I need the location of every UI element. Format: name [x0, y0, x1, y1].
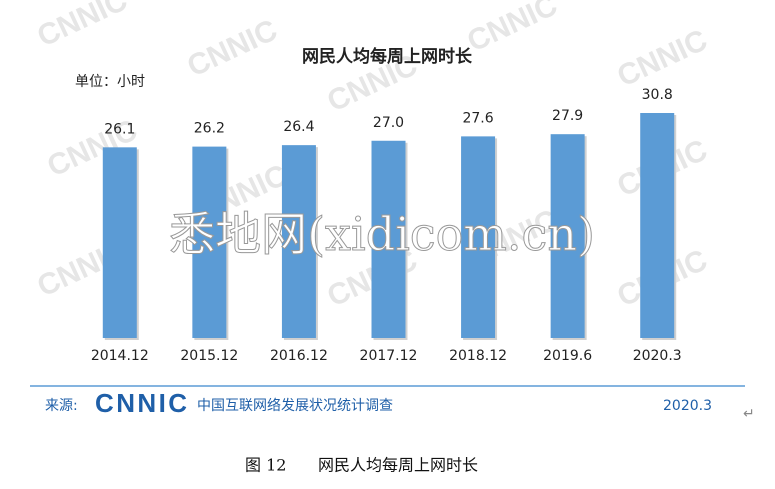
value-label: 27.9 — [552, 108, 583, 124]
bar — [281, 145, 316, 338]
x-tick-label: 2020.3 — [633, 348, 682, 364]
bar — [640, 113, 675, 338]
watermark: 悉地网(xidicom.cn) — [169, 207, 595, 261]
watermark-tile: CNNIC — [182, 13, 282, 83]
logo: CNNIC — [95, 388, 187, 418]
value-label: 26.1 — [104, 121, 135, 137]
value-label: 26.4 — [283, 119, 314, 135]
paragraph-mark: ↵ — [743, 406, 755, 422]
unit-label: 单位：小时 — [75, 74, 145, 90]
watermark-tile: CNNIC — [612, 23, 712, 93]
x-tick-label: 2016.12 — [270, 348, 328, 364]
x-tick-label: 2017.12 — [360, 348, 418, 364]
value-label: 26.2 — [194, 121, 225, 137]
figure-number: 图 12 — [245, 456, 286, 475]
x-tick-label: 2014.12 — [91, 348, 149, 364]
source-date: 2020.3 — [663, 398, 712, 414]
value-label: 30.8 — [642, 87, 673, 103]
source-label: 来源: — [45, 398, 78, 414]
chart-title: 网民人均每周上网时长 — [302, 46, 473, 67]
watermark-tile: CNNIC — [32, 0, 132, 54]
value-label: 27.6 — [462, 110, 493, 126]
watermark-tile: CNNIC — [462, 0, 562, 59]
x-tick-label: 2019.6 — [543, 348, 592, 364]
figure-title: 网民人均每周上网时长 — [318, 456, 478, 475]
x-tick-label: 2015.12 — [180, 348, 238, 364]
survey-name: 中国互联网络发展状况统计调查 — [197, 398, 393, 414]
bar — [550, 134, 585, 338]
bar — [371, 140, 406, 338]
bar — [461, 136, 496, 338]
bar — [192, 146, 227, 338]
x-tick-label: 2018.12 — [449, 348, 507, 364]
bar — [102, 147, 137, 338]
value-label: 27.0 — [373, 115, 404, 131]
